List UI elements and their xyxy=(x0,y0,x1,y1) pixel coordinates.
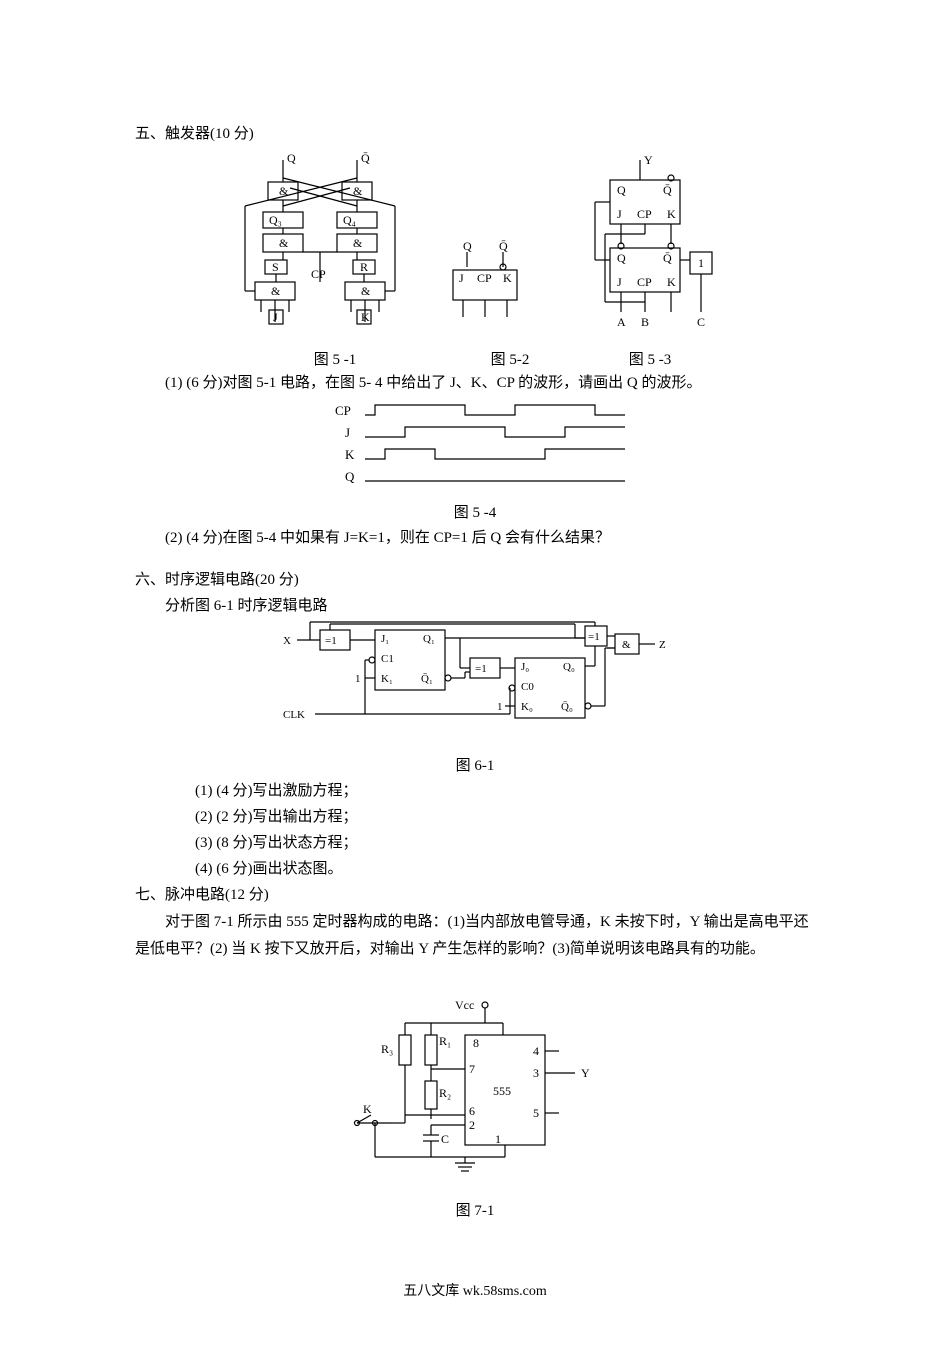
svg-text:S: S xyxy=(272,260,279,274)
svg-text:X: X xyxy=(283,635,291,647)
svg-text:Z: Z xyxy=(659,639,666,651)
section7-body: 对于图 7-1 所示由 555 定时器构成的电路：(1)当内部放电管导通，K 未… xyxy=(135,909,815,963)
svg-text:3: 3 xyxy=(533,1066,539,1080)
svg-text:K₀: K₀ xyxy=(521,701,533,713)
svg-text:K: K xyxy=(361,310,370,324)
svg-text:&: & xyxy=(622,639,631,651)
section5-title: 五、触发器(10 分) xyxy=(135,122,815,146)
svg-text:=1: =1 xyxy=(588,631,600,643)
section5-q1: (1) (6 分)对图 5-1 电路，在图 5- 4 中给出了 J、K、CP 的… xyxy=(135,371,815,395)
section6-title: 六、时序逻辑电路(20 分) xyxy=(135,568,815,592)
svg-text:8: 8 xyxy=(473,1036,479,1050)
fig-5-1: Q Q̄ & & Q₃ Q₄ & & S R CP & & xyxy=(225,152,415,342)
svg-text:Q: Q xyxy=(617,251,626,265)
section6-q4: (4) (6 分)画出状态图。 xyxy=(135,857,815,881)
svg-text:1: 1 xyxy=(495,1132,501,1146)
section6-q1: (1) (4 分)写出激励方程； xyxy=(135,779,815,803)
svg-text:C: C xyxy=(441,1132,449,1146)
svg-text:4: 4 xyxy=(533,1044,539,1058)
svg-text:J₀: J₀ xyxy=(521,661,529,673)
svg-text:R₁: R₁ xyxy=(439,1034,451,1048)
svg-text:Q̄: Q̄ xyxy=(361,152,370,165)
section6-q2: (2) (2 分)写出输出方程； xyxy=(135,805,815,829)
page-footer: 五八文库 wk.58sms.com xyxy=(135,1280,815,1300)
svg-text:C1: C1 xyxy=(381,653,394,665)
svg-text:R₂: R₂ xyxy=(439,1086,451,1100)
svg-text:Vcc: Vcc xyxy=(455,998,474,1012)
svg-text:CP: CP xyxy=(311,267,326,281)
svg-text:2: 2 xyxy=(469,1118,475,1132)
svg-text:CP: CP xyxy=(637,275,652,289)
svg-text:J₁: J₁ xyxy=(381,633,389,645)
svg-text:&: & xyxy=(353,236,363,250)
fig-5-4: CP J K Q xyxy=(315,397,635,497)
svg-text:C0: C0 xyxy=(521,681,534,693)
svg-text:Q₁: Q₁ xyxy=(423,633,435,645)
svg-text:5: 5 xyxy=(533,1106,539,1120)
svg-text:K: K xyxy=(503,271,512,285)
fig5-captions: 图 5 -1 图 5-2 图 5 -3 xyxy=(135,348,815,369)
section5-q2: (2) (4 分)在图 5-4 中如果有 J=K=1，则在 CP=1 后 Q 会… xyxy=(135,526,815,550)
svg-text:Y: Y xyxy=(644,153,653,167)
fig53-cap: 图 5 -3 xyxy=(575,348,725,369)
svg-text:Q̄: Q̄ xyxy=(499,239,508,253)
svg-text:R₃: R₃ xyxy=(381,1042,393,1056)
svg-text:555: 555 xyxy=(493,1084,511,1098)
svg-text:&: & xyxy=(361,284,371,298)
fig-6-1: X =1 J₁ Q₁ C1 K₁ Q̄₁ 1 CLK =1 J₀ Q₀ C0 K… xyxy=(275,620,675,750)
svg-text:Q̄: Q̄ xyxy=(663,183,672,197)
svg-text:Q: Q xyxy=(345,469,355,484)
svg-text:K: K xyxy=(363,1102,372,1116)
svg-text:CP: CP xyxy=(477,271,492,285)
svg-text:Q̄₀: Q̄₀ xyxy=(561,701,573,713)
svg-text:J: J xyxy=(345,425,350,440)
fig54-cap: 图 5 -4 xyxy=(135,501,815,522)
svg-text:Q₄: Q₄ xyxy=(343,213,356,227)
svg-text:6: 6 xyxy=(469,1104,475,1118)
fig-5-2: Q Q̄ J CP K xyxy=(435,152,535,342)
svg-text:Y: Y xyxy=(581,1066,590,1080)
svg-text:Q₃: Q₃ xyxy=(269,213,282,227)
fig61-cap: 图 6-1 xyxy=(135,754,815,775)
fig-5-row: Q Q̄ & & Q₃ Q₄ & & S R CP & & xyxy=(135,152,815,342)
svg-text:K: K xyxy=(667,275,676,289)
svg-text:R: R xyxy=(360,260,368,274)
svg-text:CP: CP xyxy=(335,403,351,418)
svg-text:A: A xyxy=(617,315,626,329)
svg-text:K₁: K₁ xyxy=(381,673,393,685)
fig71-cap: 图 7-1 xyxy=(135,1199,815,1220)
svg-text:J: J xyxy=(617,207,622,221)
svg-text:CP: CP xyxy=(637,207,652,221)
svg-text:C: C xyxy=(697,315,705,329)
svg-text:=1: =1 xyxy=(325,635,337,647)
fig-5-3: Y Q Q̄ J CP K Q Q̄ J CP K 1 A xyxy=(555,152,725,342)
svg-text:B: B xyxy=(641,315,649,329)
svg-text:Q: Q xyxy=(617,183,626,197)
svg-text:Q̄₁: Q̄₁ xyxy=(421,673,433,685)
svg-text:K: K xyxy=(345,447,355,462)
svg-text:1: 1 xyxy=(355,673,361,685)
svg-text:J: J xyxy=(273,310,278,324)
svg-text:Q: Q xyxy=(287,152,296,165)
section6-q3: (3) (8 分)写出状态方程； xyxy=(135,831,815,855)
fig51-cap: 图 5 -1 xyxy=(225,348,445,369)
svg-text:1: 1 xyxy=(698,256,704,270)
svg-text:J: J xyxy=(459,271,464,285)
svg-text:CLK: CLK xyxy=(283,709,305,721)
svg-text:K: K xyxy=(667,207,676,221)
svg-text:Q: Q xyxy=(463,239,472,253)
fig52-cap: 图 5-2 xyxy=(445,348,575,369)
svg-text:J: J xyxy=(617,275,622,289)
svg-text:Q₀: Q₀ xyxy=(563,661,575,673)
svg-text:=1: =1 xyxy=(475,663,487,675)
section6-subtitle: 分析图 6-1 时序逻辑电路 xyxy=(135,594,815,618)
svg-text:7: 7 xyxy=(469,1062,475,1076)
section7-title: 七、脉冲电路(12 分) xyxy=(135,883,815,907)
fig-7-1: Vcc R₃ R₁ R₂ 555 8 4 3 Y 5 7 6 2 1 xyxy=(345,995,605,1195)
svg-text:&: & xyxy=(279,236,289,250)
svg-text:&: & xyxy=(271,284,281,298)
svg-text:Q̄: Q̄ xyxy=(663,251,672,265)
svg-text:1: 1 xyxy=(497,701,503,713)
